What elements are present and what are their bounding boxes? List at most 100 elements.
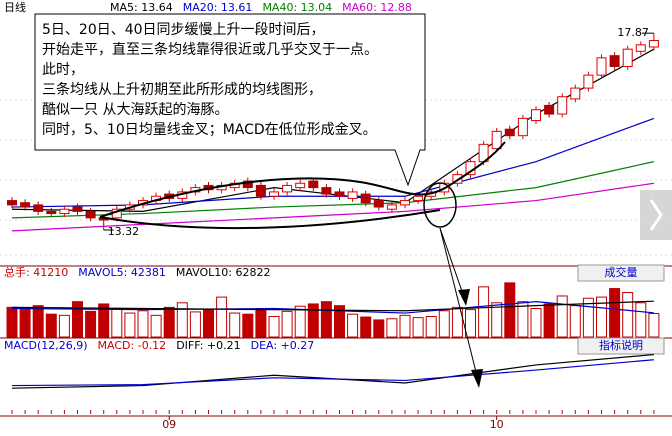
candle-body	[622, 48, 633, 67]
volume-bar	[98, 303, 110, 338]
volume-bar	[163, 306, 175, 338]
legend-entry: MACD: -0.12	[98, 339, 167, 352]
legend-entry: MAVOL10: 62822	[176, 266, 271, 279]
annotation: 5日、20日、40日同步缓慢上升一段时间后， 开始走平，直至三条均线靠得很近或几乎…	[42, 21, 378, 138]
arrow-line	[439, 227, 466, 301]
volume-bar	[150, 314, 162, 338]
volume-bar	[635, 302, 647, 338]
volume-bar	[281, 310, 293, 338]
panel-button	[577, 337, 665, 355]
legend-entry: MAVOL5: 42381	[78, 266, 166, 279]
annotation-line: 开始走平，直至三条均线靠得很近或几乎交叉于一点。	[42, 41, 378, 58]
volume-bar	[32, 305, 44, 338]
legend-entry: MA40: 13.04	[262, 1, 332, 14]
legend-entry: MA20: 13.61	[183, 1, 253, 14]
candle-body	[360, 193, 371, 204]
volume-bar	[203, 309, 214, 338]
volume-bar	[609, 288, 621, 338]
candle-body	[72, 206, 83, 212]
legend-entry: DEA: +0.27	[251, 339, 315, 352]
candle-body	[386, 204, 397, 210]
dolphin-belly	[99, 209, 441, 230]
panel-button-label[interactable]: 成交量	[605, 265, 638, 279]
candle-body	[570, 87, 581, 100]
volume-bar	[412, 317, 424, 338]
volume-bar	[569, 305, 581, 338]
callout-box	[34, 13, 426, 187]
volume-bar	[176, 302, 188, 338]
volume-bar	[491, 302, 503, 338]
candle-body	[400, 200, 410, 206]
volume-bar	[45, 313, 57, 338]
candle-body	[321, 187, 332, 195]
candle-body	[491, 130, 502, 150]
candle-body	[33, 204, 44, 212]
next-button[interactable]	[640, 190, 672, 240]
volume-bar	[386, 318, 398, 338]
dolphin-back	[99, 141, 506, 218]
candle-body	[347, 191, 358, 199]
candle-body	[609, 55, 620, 67]
candle-body	[557, 96, 568, 115]
candle-body	[20, 202, 31, 208]
volume-bar	[622, 292, 634, 338]
annotation-line: 同时，5、10日均量线金叉；MACD在低位形成金叉。	[42, 122, 377, 138]
price-label: 17.87	[617, 26, 649, 39]
panel-button	[577, 264, 665, 282]
volume-bar	[6, 306, 18, 338]
volume-bar	[111, 308, 123, 338]
volume-bar	[85, 310, 97, 338]
legend-entry: MA5: 13.64	[110, 1, 173, 14]
panel-button-label[interactable]: 指标说明	[599, 338, 643, 352]
ma-line	[11, 300, 654, 312]
candle-body	[531, 109, 541, 122]
annotation-line: 5日、20日、40日同步缓慢上升一段时间后，	[42, 21, 325, 38]
candle-body	[242, 180, 253, 189]
candle-body	[596, 57, 607, 76]
candle-body	[544, 104, 555, 115]
legend-entry: 总手: 41210	[4, 265, 68, 279]
volume-bar	[451, 306, 463, 338]
volume-bar	[255, 308, 267, 338]
candle-body	[85, 210, 96, 219]
candle-body	[295, 182, 306, 189]
volume-bar	[294, 305, 306, 338]
volume-bar	[530, 308, 542, 338]
candle-body	[308, 180, 319, 189]
candle-body	[517, 117, 528, 137]
volume-bar	[58, 314, 70, 338]
candle-body	[452, 174, 463, 184]
x-tick-label: 09	[162, 418, 176, 431]
volume-bar	[465, 309, 476, 338]
arrow-head	[458, 289, 470, 306]
arrow-line	[439, 227, 479, 381]
candle-body	[269, 191, 279, 197]
volume-bar	[478, 286, 490, 338]
volume-bar	[189, 311, 201, 338]
candle-body	[282, 184, 293, 193]
volume-bar	[124, 312, 136, 338]
candle-body	[504, 128, 515, 137]
candle-body	[7, 200, 17, 206]
volume-bar	[347, 313, 359, 338]
candle-body	[648, 40, 659, 48]
volume-bar	[556, 295, 568, 338]
volume-bar	[543, 303, 555, 338]
volume-bar	[19, 309, 31, 338]
arrow-head	[471, 369, 483, 388]
volume-bar	[307, 303, 319, 338]
legend-entry: MACD(12,26,9)	[4, 339, 88, 352]
candle-body	[334, 191, 345, 197]
candle-body	[413, 195, 424, 202]
volume-bar	[320, 301, 332, 338]
volume-bar	[399, 314, 411, 338]
volume-bar	[242, 313, 254, 338]
chart-label: 日线	[4, 0, 26, 14]
volume-bar	[229, 312, 241, 338]
volume-bar	[268, 315, 280, 338]
volume-bar	[373, 319, 385, 338]
legend-entry: MA60: 12.88	[342, 1, 412, 14]
volume-bar	[596, 296, 607, 338]
